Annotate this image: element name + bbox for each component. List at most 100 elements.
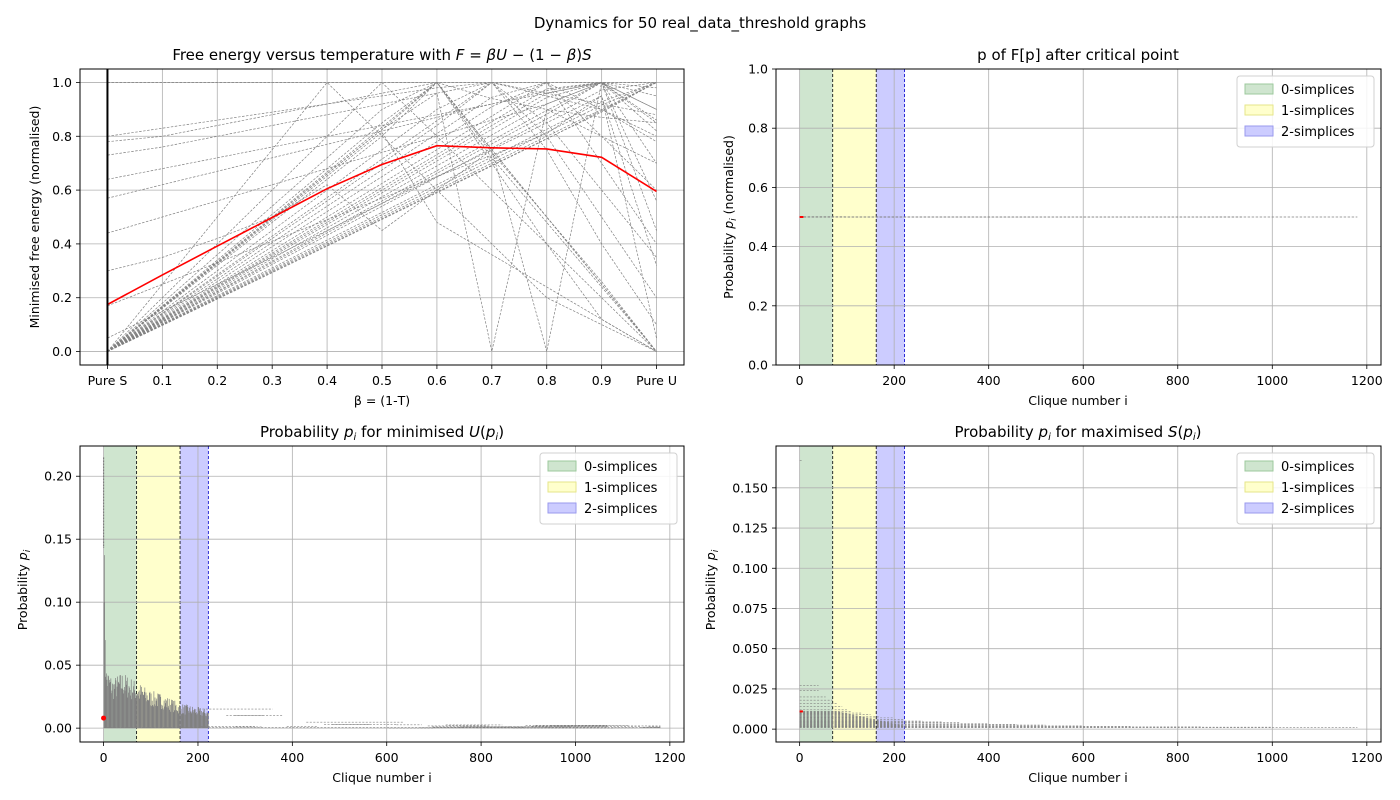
panel-title: Free energy versus temperature with F = … [172, 46, 592, 64]
sample-line [107, 81, 657, 352]
sample-lines [799, 460, 1358, 728]
legend-label: 2-simplices [1281, 502, 1355, 517]
x-tick-label: 200 [186, 750, 210, 765]
sample-line [107, 95, 657, 307]
legend-swatch-2 [1244, 502, 1274, 514]
mean-marker [101, 715, 107, 721]
legend-label: 2-simplices [1281, 125, 1355, 140]
panel-title: Probability pi for minimised U(pi) [260, 423, 504, 443]
x-tick-label: 600 [1071, 373, 1095, 388]
sample-line [107, 82, 657, 352]
sample-line [107, 82, 657, 352]
legend-label: 0-simplices [584, 460, 658, 475]
x-tick-label: 0.1 [152, 373, 172, 388]
x-tick-label: 0.7 [482, 373, 502, 388]
sample-line [107, 82, 657, 352]
sample-line [107, 81, 657, 352]
sample-line [107, 82, 657, 352]
sample-line [107, 82, 657, 352]
sample-line [107, 82, 657, 352]
y-tick-label: 0.00 [44, 721, 72, 736]
legend-label: 0-simplices [1281, 83, 1355, 98]
legend-swatch-0 [1244, 460, 1274, 472]
sample-line [107, 82, 657, 352]
y-tick-label: 0.8 [52, 129, 72, 144]
y-tick-label: 0.0 [52, 344, 72, 359]
x-tick-label: 0.3 [262, 373, 282, 388]
legend-swatch-1 [547, 481, 577, 493]
ticks: 0 200 400 600 800 1000 1200 0.000 0.025 0.050 0.07… [732, 480, 1383, 765]
band-1-simplices [136, 446, 181, 742]
sample-line [107, 82, 657, 180]
x-tick-label: 0.8 [537, 373, 557, 388]
y-tick-label: 1.0 [52, 75, 72, 90]
sample-line [107, 95, 657, 339]
legend: 0-simplices 1-simplices 2-simplices [1236, 452, 1375, 525]
legend-label: 1-simplices [1281, 104, 1355, 119]
sample-line [107, 82, 657, 231]
sample-lines [107, 81, 657, 352]
axes-frame [79, 68, 685, 366]
sample-line [107, 82, 657, 143]
y-tick-label: 0.4 [52, 236, 72, 251]
y-tick-label: 0.150 [732, 480, 768, 495]
y-tick-label: 0.4 [748, 239, 768, 254]
x-tick-label: 1000 [1256, 750, 1288, 765]
x-tick-label: Pure U [636, 373, 677, 388]
y-axis-label: Minimised free energy (normalised) [27, 106, 42, 329]
panel-maximised-s: Probability pi for maximised S(pi) 0 200 4… [703, 423, 1383, 785]
band-1-simplices [832, 446, 877, 742]
legend-swatch-2 [1244, 125, 1274, 137]
y-tick-label: 0.075 [732, 601, 768, 616]
legend-swatch-1 [1244, 104, 1274, 116]
y-axis-label: Probability pi [15, 549, 33, 630]
simplex-bands [799, 446, 905, 742]
band-2-simplices [180, 446, 209, 742]
x-tick-label: 400 [280, 750, 304, 765]
y-tick-label: 0.15 [44, 532, 72, 547]
sample-line [107, 82, 657, 234]
x-tick-label: 1200 [1351, 750, 1383, 765]
band-0-simplices [799, 446, 833, 742]
legend: 0-simplices 1-simplices 2-simplices [1236, 75, 1375, 148]
y-tick-label: 0.0 [748, 358, 768, 373]
x-tick-label: 0.4 [317, 373, 337, 388]
legend-label: 2-simplices [584, 502, 658, 517]
mean-line [107, 144, 657, 306]
extra-marks [101, 715, 107, 721]
sample-line [107, 82, 657, 156]
y-tick-label: 0.100 [732, 561, 768, 576]
x-tick-label: 1000 [1256, 373, 1288, 388]
sample-line [107, 82, 657, 352]
ticks: 0 200 400 600 800 1000 1200 0.00 0.05 0.10 0.15 0.2… [44, 469, 686, 765]
x-tick-label: 600 [375, 750, 399, 765]
legend-swatch-1 [1244, 481, 1274, 493]
sample-line [107, 82, 657, 352]
y-tick-label: 0.6 [748, 180, 768, 195]
sample-line [107, 82, 657, 352]
x-tick-label: 800 [469, 750, 493, 765]
x-axis-label: Clique number i [1028, 393, 1127, 408]
band-2-simplices [876, 446, 905, 742]
x-tick-label: 800 [1166, 750, 1190, 765]
legend-swatch-0 [547, 460, 577, 472]
y-tick-label: 0.2 [52, 290, 72, 305]
x-tick-label: 200 [882, 373, 906, 388]
y-tick-label: 0.000 [732, 722, 768, 737]
ticks: Pure S 0.1 0.2 0.3 0.4 0.5 0.6 0.7 0.8 0.9 Pure U 0… [52, 75, 677, 388]
sample-line [107, 82, 657, 352]
x-tick-label: 200 [882, 750, 906, 765]
grid [776, 446, 1381, 742]
x-tick-label: 800 [1166, 373, 1190, 388]
legend-label: 1-simplices [584, 481, 658, 496]
panel-free-energy: Free energy versus temperature with F = … [27, 46, 685, 408]
x-tick-label: 0.6 [427, 373, 447, 388]
x-tick-label: 1200 [1351, 373, 1383, 388]
y-axis-label: Probability pi [703, 549, 721, 630]
x-tick-label: 400 [977, 750, 1001, 765]
x-tick-label: 0 [796, 750, 804, 765]
legend-label: 0-simplices [1281, 460, 1355, 475]
axes-frame [775, 445, 1382, 743]
panel-critical-point: p of F[p] after critical point 0 200 400 60… [721, 46, 1383, 408]
